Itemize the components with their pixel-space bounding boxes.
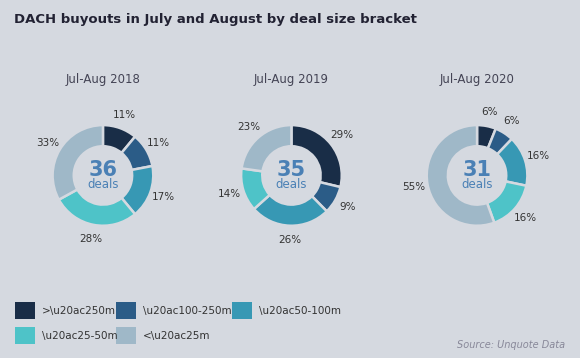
Text: 11%: 11% [147,137,170,147]
Text: deals: deals [461,178,493,191]
Text: 33%: 33% [36,137,59,147]
Text: 31: 31 [463,160,492,180]
Text: 35: 35 [277,160,306,180]
Wedge shape [427,125,494,226]
Text: 55%: 55% [402,182,425,192]
Wedge shape [103,125,135,153]
Title: Jul-Aug 2020: Jul-Aug 2020 [440,73,514,86]
Wedge shape [53,125,103,200]
Text: \u20ac100-250m: \u20ac100-250m [143,306,232,316]
Text: 6%: 6% [503,116,520,126]
Wedge shape [312,182,340,211]
Text: 17%: 17% [152,192,175,202]
Wedge shape [488,129,512,154]
Wedge shape [122,166,153,214]
Text: 16%: 16% [527,151,550,161]
Wedge shape [242,125,292,171]
Text: deals: deals [87,178,119,191]
Text: DACH buyouts in July and August by deal size bracket: DACH buyouts in July and August by deal … [14,13,418,25]
Text: 16%: 16% [514,213,537,223]
Wedge shape [59,189,135,226]
Text: 26%: 26% [278,235,301,245]
Text: \u20ac25-50m: \u20ac25-50m [42,331,117,341]
Text: 6%: 6% [481,107,498,117]
Wedge shape [254,195,327,226]
Wedge shape [497,139,527,186]
Text: 29%: 29% [331,130,354,140]
Text: \u20ac50-100m: \u20ac50-100m [259,306,341,316]
Text: <\u20ac25m: <\u20ac25m [143,331,211,341]
Text: 36: 36 [88,160,117,180]
Text: 11%: 11% [113,110,136,120]
Wedge shape [291,125,342,187]
Text: deals: deals [276,178,307,191]
Wedge shape [487,182,526,223]
Wedge shape [477,125,496,148]
Text: Source: Unquote Data: Source: Unquote Data [458,340,566,350]
Text: 9%: 9% [339,202,356,212]
Wedge shape [122,137,153,170]
Title: Jul-Aug 2019: Jul-Aug 2019 [254,73,329,86]
Text: 14%: 14% [218,189,241,199]
Title: Jul-Aug 2018: Jul-Aug 2018 [66,73,140,86]
Wedge shape [241,168,270,209]
Text: 28%: 28% [79,234,103,244]
Text: 23%: 23% [238,122,261,132]
Text: >\u20ac250m: >\u20ac250m [42,306,116,316]
